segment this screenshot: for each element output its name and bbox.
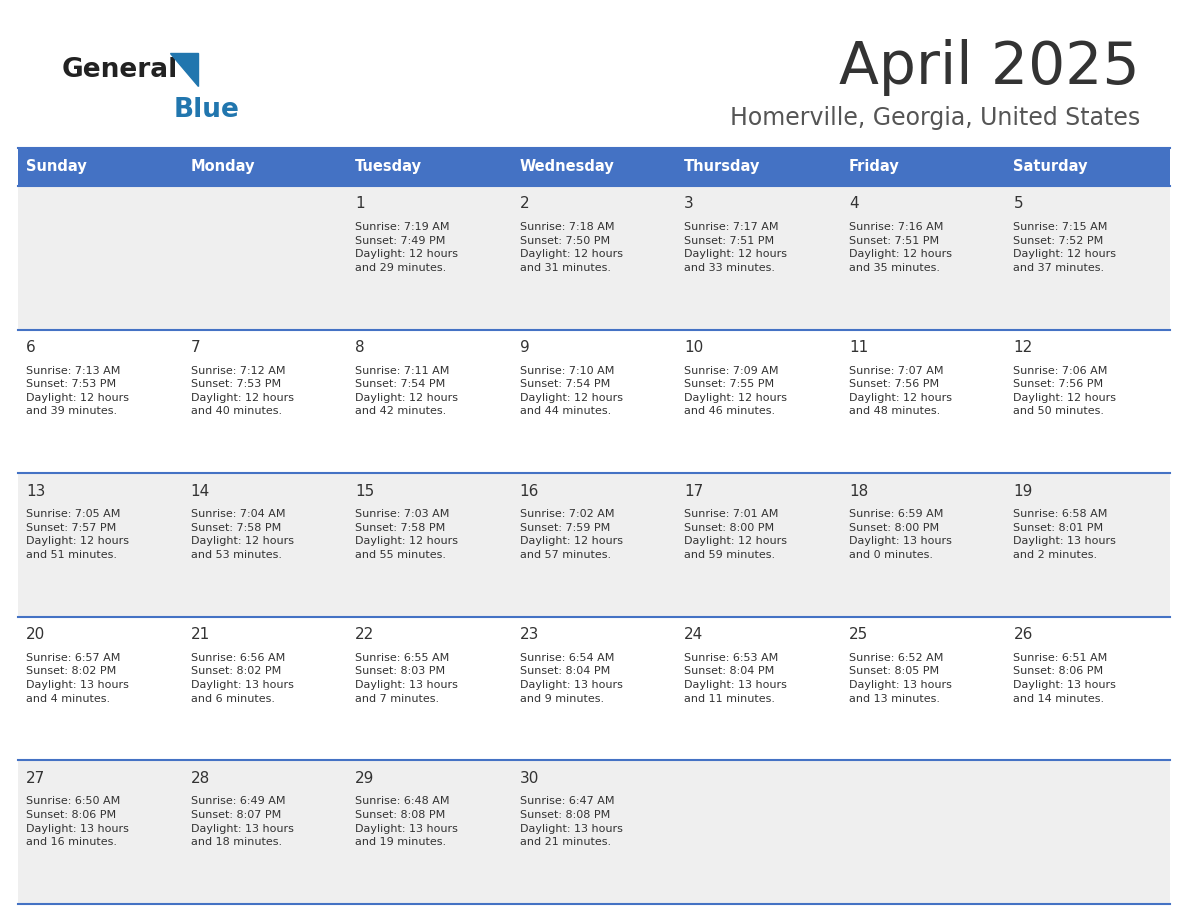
Text: 5: 5 [1013, 196, 1023, 211]
Text: 26: 26 [1013, 627, 1032, 643]
Text: 16: 16 [519, 484, 539, 498]
Bar [18, 186, 1170, 330]
Polygon shape [170, 53, 198, 86]
Text: 29: 29 [355, 771, 374, 786]
Text: Sunrise: 6:53 AM
Sunset: 8:04 PM
Daylight: 13 hours
and 11 minutes.: Sunrise: 6:53 AM Sunset: 8:04 PM Dayligh… [684, 653, 788, 703]
Text: 9: 9 [519, 340, 530, 355]
Text: 11: 11 [849, 340, 868, 355]
Text: Sunrise: 6:48 AM
Sunset: 8:08 PM
Daylight: 13 hours
and 19 minutes.: Sunrise: 6:48 AM Sunset: 8:08 PM Dayligh… [355, 797, 459, 847]
Text: 27: 27 [26, 771, 45, 786]
Text: 25: 25 [849, 627, 868, 643]
Text: 24: 24 [684, 627, 703, 643]
Text: Sunrise: 7:10 AM
Sunset: 7:54 PM
Daylight: 12 hours
and 44 minutes.: Sunrise: 7:10 AM Sunset: 7:54 PM Dayligh… [519, 365, 623, 417]
Bar [18, 760, 1170, 904]
Text: Sunrise: 6:49 AM
Sunset: 8:07 PM
Daylight: 13 hours
and 18 minutes.: Sunrise: 6:49 AM Sunset: 8:07 PM Dayligh… [190, 797, 293, 847]
Text: Sunrise: 7:09 AM
Sunset: 7:55 PM
Daylight: 12 hours
and 46 minutes.: Sunrise: 7:09 AM Sunset: 7:55 PM Dayligh… [684, 365, 788, 417]
Text: 7: 7 [190, 340, 201, 355]
Text: 14: 14 [190, 484, 210, 498]
Text: 3: 3 [684, 196, 694, 211]
Text: 1: 1 [355, 196, 365, 211]
Text: Sunrise: 7:12 AM
Sunset: 7:53 PM
Daylight: 12 hours
and 40 minutes.: Sunrise: 7:12 AM Sunset: 7:53 PM Dayligh… [190, 365, 293, 417]
Text: Sunrise: 7:19 AM
Sunset: 7:49 PM
Daylight: 12 hours
and 29 minutes.: Sunrise: 7:19 AM Sunset: 7:49 PM Dayligh… [355, 222, 459, 273]
Bar [841, 148, 1005, 186]
Bar [18, 617, 1170, 760]
Text: Sunrise: 7:11 AM
Sunset: 7:54 PM
Daylight: 12 hours
and 42 minutes.: Sunrise: 7:11 AM Sunset: 7:54 PM Dayligh… [355, 365, 459, 417]
Text: 15: 15 [355, 484, 374, 498]
Text: April 2025: April 2025 [840, 39, 1140, 96]
Bar [347, 148, 512, 186]
Text: 8: 8 [355, 340, 365, 355]
Text: 21: 21 [190, 627, 210, 643]
Text: Sunrise: 7:06 AM
Sunset: 7:56 PM
Daylight: 12 hours
and 50 minutes.: Sunrise: 7:06 AM Sunset: 7:56 PM Dayligh… [1013, 365, 1117, 417]
Text: 23: 23 [519, 627, 539, 643]
Text: Sunrise: 7:16 AM
Sunset: 7:51 PM
Daylight: 12 hours
and 35 minutes.: Sunrise: 7:16 AM Sunset: 7:51 PM Dayligh… [849, 222, 952, 273]
Text: Wednesday: Wednesday [519, 160, 614, 174]
Text: Sunrise: 7:03 AM
Sunset: 7:58 PM
Daylight: 12 hours
and 55 minutes.: Sunrise: 7:03 AM Sunset: 7:58 PM Dayligh… [355, 509, 459, 560]
Text: Sunday: Sunday [26, 160, 87, 174]
Text: 2: 2 [519, 196, 530, 211]
Text: Sunrise: 7:18 AM
Sunset: 7:50 PM
Daylight: 12 hours
and 31 minutes.: Sunrise: 7:18 AM Sunset: 7:50 PM Dayligh… [519, 222, 623, 273]
Bar [512, 148, 676, 186]
Text: 18: 18 [849, 484, 868, 498]
Bar [18, 473, 1170, 617]
Text: Sunrise: 7:07 AM
Sunset: 7:56 PM
Daylight: 12 hours
and 48 minutes.: Sunrise: 7:07 AM Sunset: 7:56 PM Dayligh… [849, 365, 952, 417]
Text: Sunrise: 7:02 AM
Sunset: 7:59 PM
Daylight: 12 hours
and 57 minutes.: Sunrise: 7:02 AM Sunset: 7:59 PM Dayligh… [519, 509, 623, 560]
Text: 20: 20 [26, 627, 45, 643]
Text: Sunrise: 6:56 AM
Sunset: 8:02 PM
Daylight: 13 hours
and 6 minutes.: Sunrise: 6:56 AM Sunset: 8:02 PM Dayligh… [190, 653, 293, 703]
Text: Sunrise: 6:54 AM
Sunset: 8:04 PM
Daylight: 13 hours
and 9 minutes.: Sunrise: 6:54 AM Sunset: 8:04 PM Dayligh… [519, 653, 623, 703]
Bar [676, 148, 841, 186]
Text: Sunrise: 7:13 AM
Sunset: 7:53 PM
Daylight: 12 hours
and 39 minutes.: Sunrise: 7:13 AM Sunset: 7:53 PM Dayligh… [26, 365, 129, 417]
Text: 28: 28 [190, 771, 210, 786]
Text: 10: 10 [684, 340, 703, 355]
Text: Sunrise: 7:17 AM
Sunset: 7:51 PM
Daylight: 12 hours
and 33 minutes.: Sunrise: 7:17 AM Sunset: 7:51 PM Dayligh… [684, 222, 788, 273]
Text: Sunrise: 7:01 AM
Sunset: 8:00 PM
Daylight: 12 hours
and 59 minutes.: Sunrise: 7:01 AM Sunset: 8:00 PM Dayligh… [684, 509, 788, 560]
Text: 13: 13 [26, 484, 45, 498]
Text: 4: 4 [849, 196, 859, 211]
Text: 30: 30 [519, 771, 539, 786]
Text: Sunrise: 6:50 AM
Sunset: 8:06 PM
Daylight: 13 hours
and 16 minutes.: Sunrise: 6:50 AM Sunset: 8:06 PM Dayligh… [26, 797, 128, 847]
Bar [18, 148, 183, 186]
Text: Sunrise: 6:59 AM
Sunset: 8:00 PM
Daylight: 13 hours
and 0 minutes.: Sunrise: 6:59 AM Sunset: 8:00 PM Dayligh… [849, 509, 952, 560]
Text: Tuesday: Tuesday [355, 160, 422, 174]
Bar [183, 148, 347, 186]
Text: Sunrise: 7:15 AM
Sunset: 7:52 PM
Daylight: 12 hours
and 37 minutes.: Sunrise: 7:15 AM Sunset: 7:52 PM Dayligh… [1013, 222, 1117, 273]
Text: Sunrise: 6:51 AM
Sunset: 8:06 PM
Daylight: 13 hours
and 14 minutes.: Sunrise: 6:51 AM Sunset: 8:06 PM Dayligh… [1013, 653, 1117, 703]
Text: Sunrise: 6:58 AM
Sunset: 8:01 PM
Daylight: 13 hours
and 2 minutes.: Sunrise: 6:58 AM Sunset: 8:01 PM Dayligh… [1013, 509, 1117, 560]
Text: Sunrise: 7:04 AM
Sunset: 7:58 PM
Daylight: 12 hours
and 53 minutes.: Sunrise: 7:04 AM Sunset: 7:58 PM Dayligh… [190, 509, 293, 560]
Text: Sunrise: 6:55 AM
Sunset: 8:03 PM
Daylight: 13 hours
and 7 minutes.: Sunrise: 6:55 AM Sunset: 8:03 PM Dayligh… [355, 653, 459, 703]
Text: Homerville, Georgia, United States: Homerville, Georgia, United States [729, 106, 1140, 130]
Text: 6: 6 [26, 340, 36, 355]
Text: General: General [62, 57, 178, 83]
Text: Blue: Blue [173, 97, 240, 123]
Text: Thursday: Thursday [684, 160, 760, 174]
Text: Sunrise: 6:47 AM
Sunset: 8:08 PM
Daylight: 13 hours
and 21 minutes.: Sunrise: 6:47 AM Sunset: 8:08 PM Dayligh… [519, 797, 623, 847]
Text: 19: 19 [1013, 484, 1032, 498]
Bar [1005, 148, 1170, 186]
Text: 17: 17 [684, 484, 703, 498]
Bar [18, 330, 1170, 473]
Text: Sunrise: 7:05 AM
Sunset: 7:57 PM
Daylight: 12 hours
and 51 minutes.: Sunrise: 7:05 AM Sunset: 7:57 PM Dayligh… [26, 509, 129, 560]
Text: Saturday: Saturday [1013, 160, 1088, 174]
Text: 22: 22 [355, 627, 374, 643]
Text: Friday: Friday [849, 160, 899, 174]
Text: Sunrise: 6:52 AM
Sunset: 8:05 PM
Daylight: 13 hours
and 13 minutes.: Sunrise: 6:52 AM Sunset: 8:05 PM Dayligh… [849, 653, 952, 703]
Text: 12: 12 [1013, 340, 1032, 355]
Text: Monday: Monday [190, 160, 255, 174]
Text: Sunrise: 6:57 AM
Sunset: 8:02 PM
Daylight: 13 hours
and 4 minutes.: Sunrise: 6:57 AM Sunset: 8:02 PM Dayligh… [26, 653, 128, 703]
